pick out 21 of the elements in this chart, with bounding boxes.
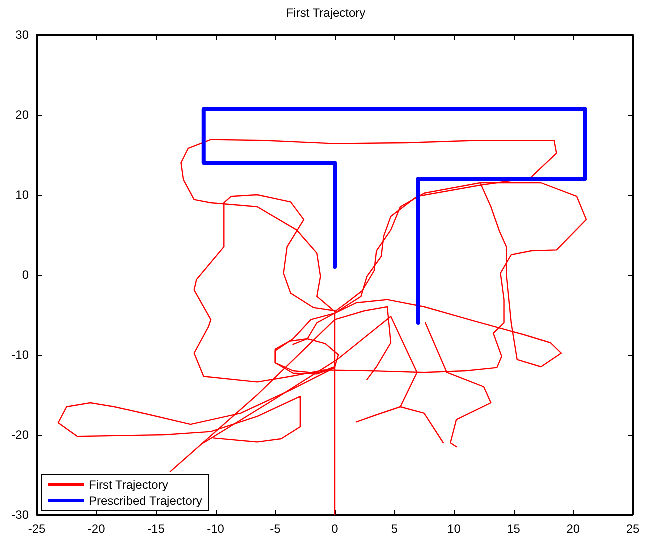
legend-label: First Trajectory bbox=[89, 478, 168, 492]
x-tick-label: 0 bbox=[332, 522, 339, 535]
y-tick-label: 30 bbox=[16, 28, 30, 42]
y-tick-label: 10 bbox=[16, 188, 30, 202]
x-tick-label: 20 bbox=[566, 522, 580, 535]
x-tick-label: -15 bbox=[148, 522, 166, 535]
x-tick-label: 5 bbox=[391, 522, 398, 535]
x-tick-label: -5 bbox=[270, 522, 282, 535]
y-tick-label: 0 bbox=[22, 268, 30, 282]
y-tick-label: -30 bbox=[12, 508, 30, 522]
x-tick-label: 25 bbox=[626, 522, 640, 535]
x-tick-label: -20 bbox=[88, 522, 106, 535]
x-tick-label: 10 bbox=[448, 522, 462, 535]
y-tick-label: -10 bbox=[12, 348, 30, 362]
legend-label: Prescribed Trajectory bbox=[89, 494, 202, 508]
x-tick-label: -25 bbox=[28, 522, 46, 535]
x-tick-label: -10 bbox=[207, 522, 225, 535]
x-tick-label: 15 bbox=[507, 522, 521, 535]
y-tick-label: 20 bbox=[16, 108, 30, 122]
chart-title: First Trajectory bbox=[286, 6, 366, 20]
y-tick-label: -20 bbox=[12, 428, 30, 442]
